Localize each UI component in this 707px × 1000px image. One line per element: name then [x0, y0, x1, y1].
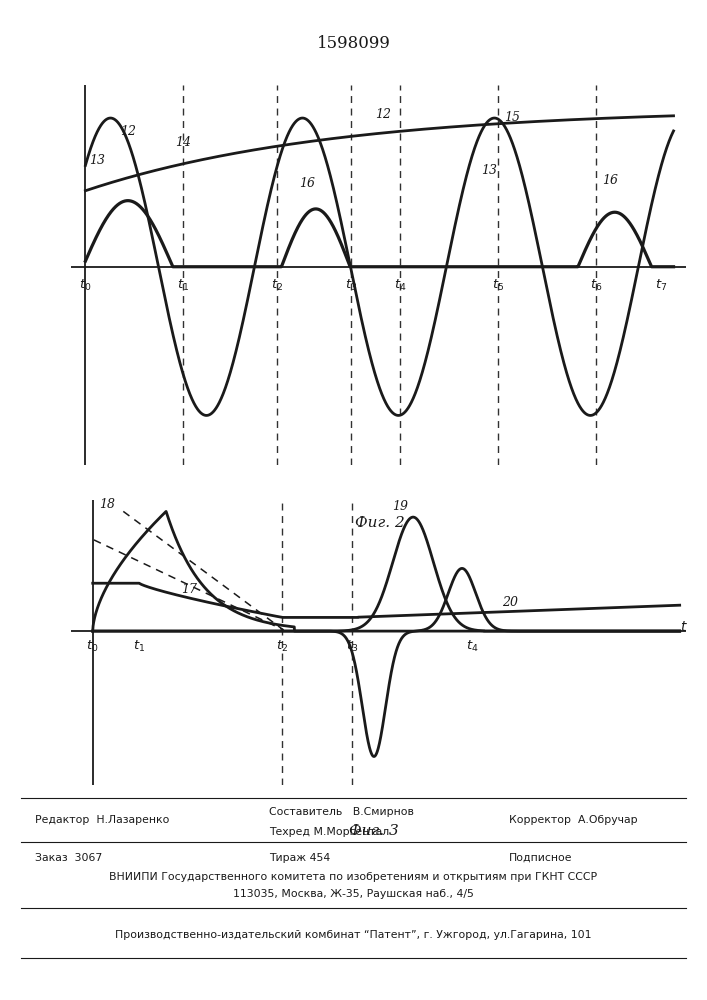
Text: ВНИИПИ Государственного комитета по изобретениям и открытиям при ГКНТ СССР: ВНИИПИ Государственного комитета по изоб…	[110, 872, 597, 882]
Text: 19: 19	[392, 500, 409, 513]
Text: Фиг. 3: Фиг. 3	[349, 824, 399, 838]
Text: Фиг. 2: Фиг. 2	[355, 516, 404, 530]
Text: $t_4$: $t_4$	[394, 277, 406, 293]
Text: 113035, Москва, Ж-35, Раушская наб., 4/5: 113035, Москва, Ж-35, Раушская наб., 4/5	[233, 889, 474, 899]
Text: Составитель   В.Смирнов: Составитель В.Смирнов	[269, 807, 414, 817]
Text: $t_0$: $t_0$	[79, 277, 92, 293]
Text: 13: 13	[88, 154, 105, 167]
Text: $t_1$: $t_1$	[177, 277, 189, 293]
Text: 18: 18	[99, 498, 115, 511]
Text: $t_3$: $t_3$	[346, 639, 358, 654]
Text: $t_2$: $t_2$	[271, 277, 284, 293]
Text: 16: 16	[602, 174, 618, 187]
Text: 14: 14	[175, 136, 192, 149]
Text: Производственно-издательский комбинат “Патент”, г. Ужгород, ул.Гагарина, 101: Производственно-издательский комбинат “П…	[115, 930, 592, 940]
Text: Заказ  3067: Заказ 3067	[35, 853, 103, 863]
Text: Корректор  А.Обручар: Корректор А.Обручар	[509, 815, 638, 825]
Text: $t$: $t$	[679, 620, 687, 634]
Text: 17: 17	[181, 583, 197, 596]
Text: Тираж 454: Тираж 454	[269, 853, 330, 863]
Text: $t_7$: $t_7$	[655, 277, 667, 293]
Text: 15: 15	[503, 111, 520, 124]
Text: 16: 16	[300, 177, 315, 190]
Text: $t_0$: $t_0$	[86, 639, 99, 654]
Text: 20: 20	[503, 596, 518, 609]
Text: 1598099: 1598099	[317, 35, 390, 52]
Text: $t_6$: $t_6$	[590, 277, 602, 293]
Text: Подписное: Подписное	[509, 853, 573, 863]
Text: $t_2$: $t_2$	[276, 639, 288, 654]
Text: 12: 12	[119, 125, 136, 138]
Text: 13: 13	[481, 164, 498, 177]
Text: 12: 12	[375, 108, 392, 121]
Text: Техред М.Моргентал: Техред М.Моргентал	[269, 827, 389, 837]
Text: $t_1$: $t_1$	[133, 639, 145, 654]
Text: $t_4$: $t_4$	[465, 639, 478, 654]
Text: $t_5$: $t_5$	[492, 277, 504, 293]
Text: Редактор  Н.Лазаренко: Редактор Н.Лазаренко	[35, 815, 170, 825]
Text: $t_3$: $t_3$	[345, 277, 357, 293]
